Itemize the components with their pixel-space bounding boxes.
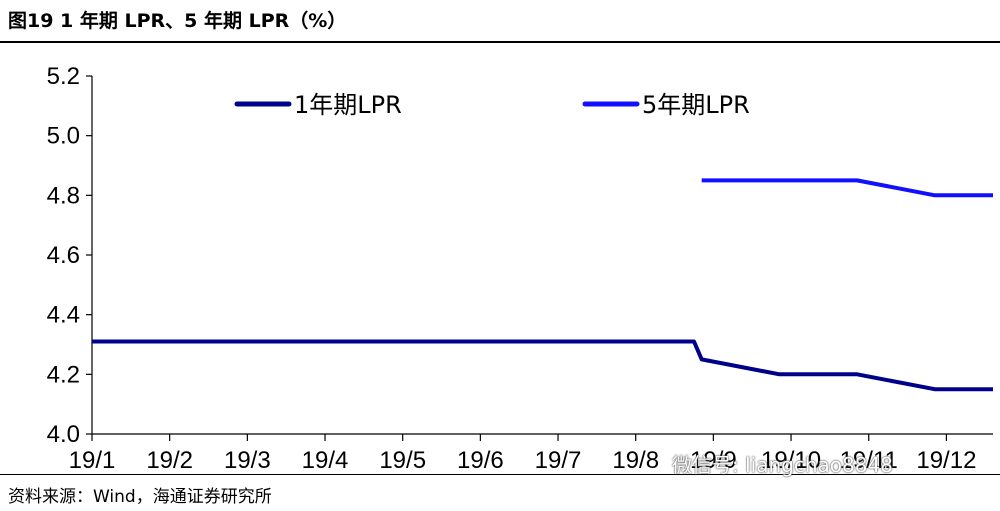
x-tick-label: 19/7 <box>535 447 582 474</box>
x-tick-label: 19/1 <box>69 447 116 474</box>
y-tick-label: 5.0 <box>47 123 80 150</box>
x-tick-label: 19/9 <box>690 447 737 474</box>
legend-label: 5年期LPR <box>642 91 750 119</box>
legend-label: 1年期LPR <box>294 91 402 119</box>
y-tick-label: 5.2 <box>47 63 80 90</box>
series-line-1y-lpr <box>92 339 993 392</box>
x-tick-label: 19/5 <box>379 447 426 474</box>
x-tick-label: 19/8 <box>612 447 659 474</box>
y-tick-label: 4.2 <box>47 361 80 388</box>
y-tick-label: 4.6 <box>47 242 80 269</box>
y-tick-label: 4.4 <box>47 302 80 329</box>
x-tick-label: 19/11 <box>840 447 898 474</box>
top-rule <box>0 41 1000 43</box>
x-tick-label: 19/3 <box>224 447 271 474</box>
x-tick-label: 19/12 <box>916 447 976 474</box>
x-tick-label: 19/6 <box>457 447 504 474</box>
source-note: 资料来源：Wind，海通证券研究所 <box>8 487 272 507</box>
y-tick-label: 4.8 <box>47 182 80 209</box>
watermark: 微信号: liangchao8848 <box>672 453 893 477</box>
bottom-rule <box>0 474 1000 475</box>
x-tick-label: 19/2 <box>146 447 193 474</box>
series-line-5y-lpr <box>701 178 993 198</box>
chart-title: 图19 1 年期 LPR、5 年期 LPR（%） <box>8 10 347 32</box>
x-tick-label: 19/10 <box>761 447 821 474</box>
y-tick-label: 4.0 <box>47 421 80 448</box>
x-tick-label: 19/4 <box>302 447 349 474</box>
